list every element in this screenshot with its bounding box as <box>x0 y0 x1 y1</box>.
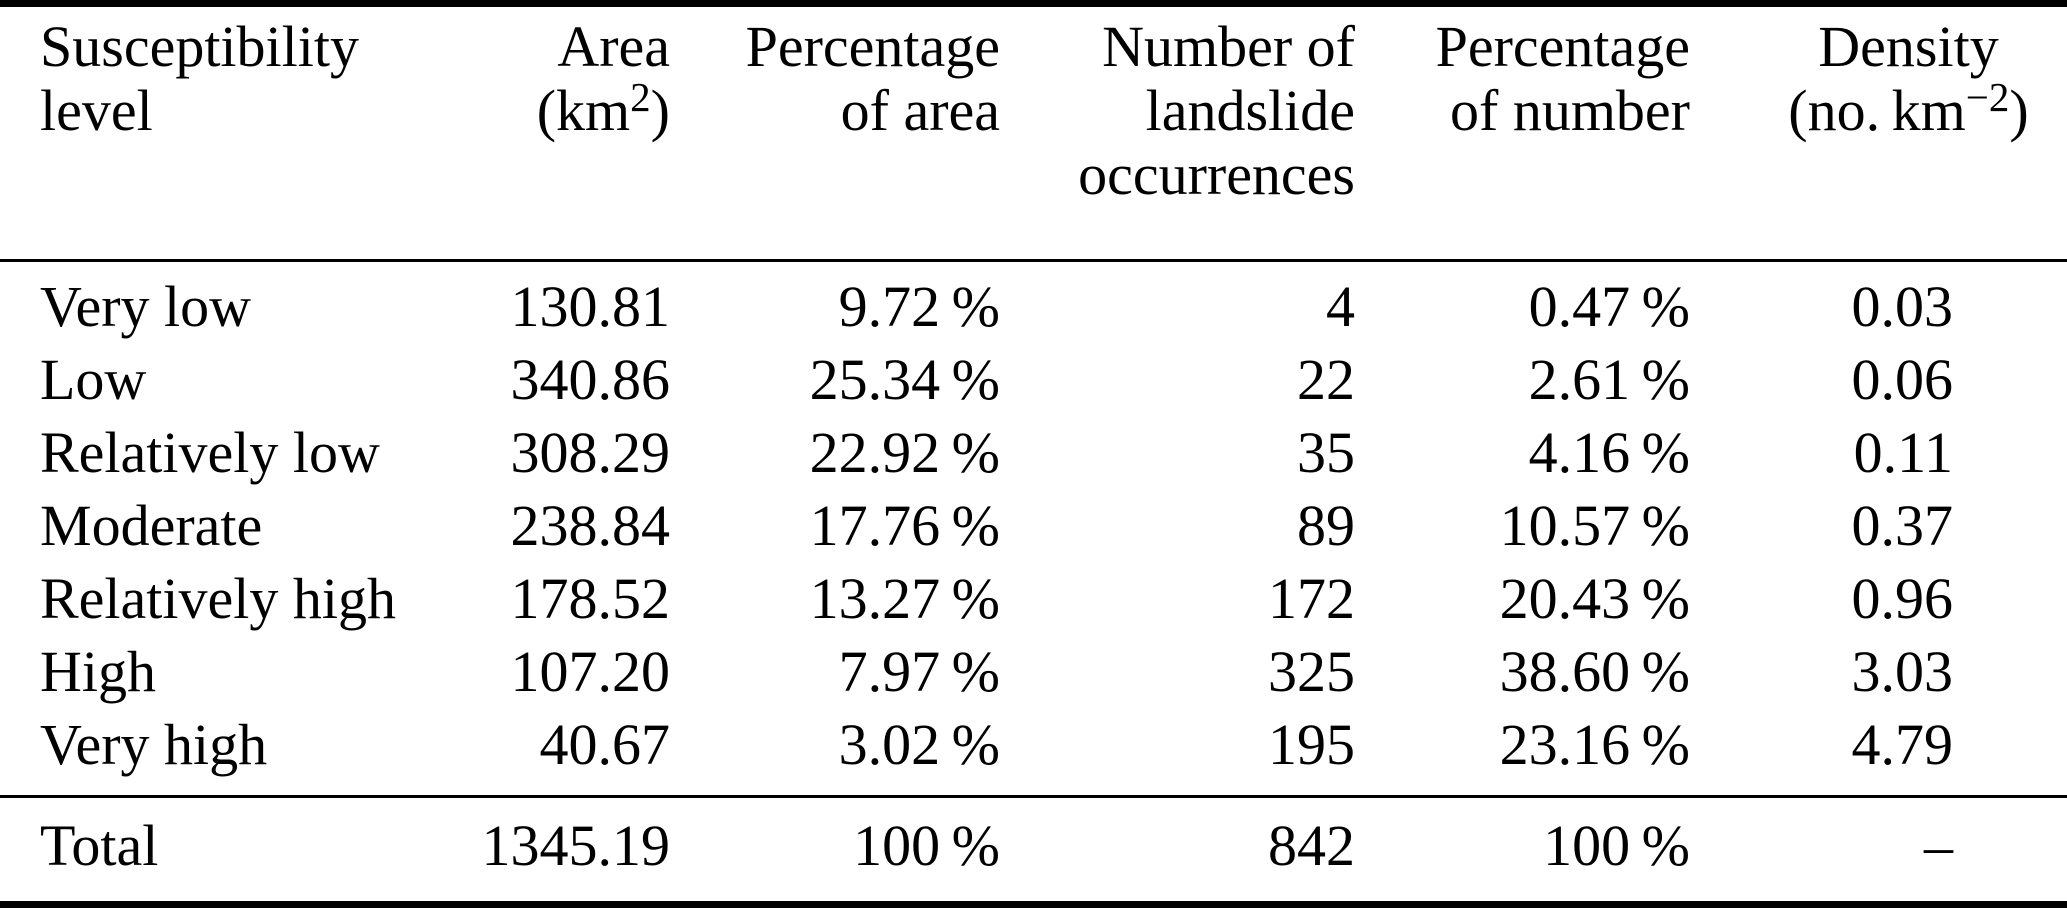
cell-pct-area: 17.76 % <box>809 493 1000 558</box>
cell-density: 0.96 <box>1851 566 1954 631</box>
cell-count: 89 <box>1297 493 1355 558</box>
cell-area: 178.52 <box>510 566 671 631</box>
col-header-percentage-of-number: Percentage of number <box>1355 7 1690 262</box>
header-line: Percentage <box>1435 14 1690 79</box>
cell-count: 325 <box>1268 639 1355 704</box>
cell-density: 3.03 <box>1851 639 1954 704</box>
unit-text: ) <box>2009 78 2029 143</box>
cell-level: Total <box>0 795 420 901</box>
table-row-relatively-high: Relatively high 178.52 13.27 % 172 20.43… <box>0 562 2067 635</box>
cell-density: 0.06 <box>1851 347 1954 412</box>
table-row-moderate: Moderate 238.84 17.76 % 89 10.57 % 0.37 <box>0 489 2067 562</box>
header-row: Susceptibility level Area (km2) Percenta… <box>0 7 2067 262</box>
cell-level: Very high <box>40 712 268 777</box>
cell-density: 0.11 <box>1853 420 1953 485</box>
col-header-area: Area (km2) <box>420 7 670 262</box>
cell-level: Moderate <box>40 493 263 558</box>
superscript: −2 <box>1965 74 2010 120</box>
unit-text: (km <box>536 78 631 143</box>
col-header-susceptibility-level: Susceptibility level <box>0 7 420 262</box>
cell-count: 22 <box>1297 347 1355 412</box>
header-line: Percentage <box>745 14 1000 79</box>
header-line: of area <box>840 78 1000 143</box>
cell-pct-number: 100 % <box>1355 795 1690 901</box>
cell-pct-number: 23.16 % <box>1499 712 1690 777</box>
header-line: (km2) <box>420 74 670 148</box>
cell-count: 195 <box>1268 712 1355 777</box>
cell-pct-area: 13.27 % <box>809 566 1000 631</box>
cell-density: 0.03 <box>1851 274 1954 339</box>
cell-pct-number: 4.16 % <box>1528 420 1690 485</box>
cell-level: High <box>40 639 156 704</box>
cell-pct-area: 25.34 % <box>809 347 1000 412</box>
cell-count: 4 <box>1326 274 1355 339</box>
table-row-very-low: Very low 130.81 9.72 % 4 0.47 % 0.03 <box>0 262 2067 343</box>
cell-level: Relatively high <box>40 566 396 631</box>
superscript: 2 <box>630 74 651 120</box>
unit-text: ) <box>650 78 670 143</box>
header-line: Area <box>557 14 670 79</box>
cell-density: – <box>1690 795 2067 901</box>
cell-area: 1345.19 <box>420 795 670 901</box>
header-line: of number <box>1450 78 1690 143</box>
table-row-very-high: Very high 40.67 3.02 % 195 23.16 % 4.79 <box>0 708 2067 795</box>
col-header-number-of-occurrences: Number of landslide occurrences <box>1000 7 1355 262</box>
header-line: Number of <box>1102 14 1355 79</box>
header-line: Susceptibility <box>40 14 359 79</box>
table-row-low: Low 340.86 25.34 % 22 2.61 % 0.06 <box>0 343 2067 416</box>
cell-area: 340.86 <box>510 347 671 412</box>
cell-area: 107.20 <box>510 639 671 704</box>
cell-area: 40.67 <box>539 712 671 777</box>
cell-level: Relatively low <box>40 420 380 485</box>
cell-area: 308.29 <box>510 420 671 485</box>
cell-level: Very low <box>40 274 252 339</box>
cell-pct-area: 22.92 % <box>809 420 1000 485</box>
table-row-relatively-low: Relatively low 308.29 22.92 % 35 4.16 % … <box>0 416 2067 489</box>
cell-pct-number: 20.43 % <box>1499 566 1690 631</box>
cell-pct-area: 7.97 % <box>838 639 1000 704</box>
header-line: level <box>40 78 153 143</box>
cell-pct-number: 0.47 % <box>1528 274 1690 339</box>
cell-pct-area: 3.02 % <box>838 712 1000 777</box>
col-header-percentage-of-area: Percentage of area <box>670 7 1000 262</box>
cell-pct-area: 9.72 % <box>838 274 1000 339</box>
cell-level: Low <box>40 347 147 412</box>
cell-pct-number: 2.61 % <box>1528 347 1690 412</box>
header-line: occurrences <box>1078 142 1355 207</box>
cell-count: 172 <box>1268 566 1355 631</box>
cell-pct-area: 100 % <box>670 795 1000 901</box>
cell-area: 238.84 <box>510 493 671 558</box>
cell-count: 35 <box>1297 420 1355 485</box>
cell-density: 0.37 <box>1851 493 1954 558</box>
cell-count: 842 <box>1000 795 1355 901</box>
cell-pct-number: 10.57 % <box>1499 493 1690 558</box>
table-row-total: Total 1345.19 100 % 842 100 % – <box>0 795 2067 901</box>
cell-area: 130.81 <box>510 274 671 339</box>
cell-density: 4.79 <box>1851 712 1954 777</box>
header-line: Density <box>1818 14 1999 79</box>
col-header-density: Density (no. km−2) <box>1690 7 2067 262</box>
header-line: landslide <box>1145 78 1355 143</box>
cell-pct-number: 38.60 % <box>1499 639 1690 704</box>
table-row-high: High 107.20 7.97 % 325 38.60 % 3.03 <box>0 635 2067 708</box>
unit-text: (no. km <box>1788 78 1966 143</box>
header-line: (no. km−2) <box>1750 74 2067 148</box>
